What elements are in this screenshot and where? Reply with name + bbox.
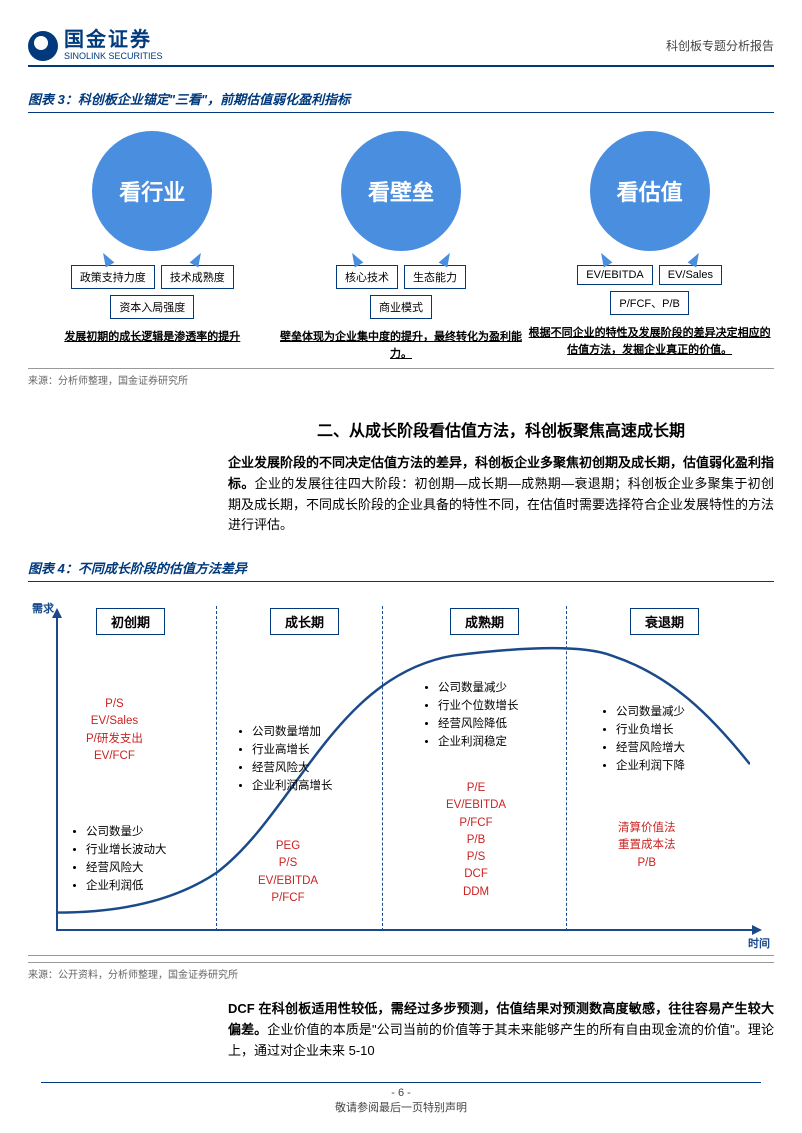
section2-rest: 企业的发展往往四大阶段：初创期—成长期—成熟期—衰退期；科创板企业多聚集于初创期… <box>228 476 774 533</box>
stage-header-3: 衰退期 <box>630 608 699 635</box>
chart4-title: 图表 4：不同成长阶段的估值方法差异 <box>28 558 774 582</box>
valuation-methods-0: P/SEV/SalesP/研发支出EV/FCF <box>86 696 143 765</box>
mini-box: 政策支持力度 <box>71 265 155 289</box>
list-item: 行业增长波动大 <box>86 842 167 860</box>
circle-group-2: 看估值 EV/EBITDA EV/Sales P/FCF、P/B 根据不同企业的特性及发… <box>527 131 773 362</box>
list-item: 行业高增长 <box>252 742 333 760</box>
circle-footnote: 发展初期的成长逻辑是渗透率的提升 <box>64 329 240 346</box>
box-row-1: 核心技术生态能力 <box>336 265 466 289</box>
stage-header-1: 成长期 <box>270 608 339 635</box>
divider-line <box>382 606 383 931</box>
logo-text-en: SINOLINK SECURITIES <box>64 52 163 61</box>
logo-text-cn: 国金证券 <box>64 30 163 50</box>
footer: - 6 - 敬请参阅最后一页特别声明 <box>0 1082 802 1115</box>
box-row-2: 商业模式 <box>370 295 432 319</box>
list-item: 经营风险大 <box>252 760 333 778</box>
list-item: 企业利润低 <box>86 878 167 896</box>
valuation-methods-2: P/EEV/EBITDAP/FCFP/BP/SDCFDDM <box>446 780 506 901</box>
mini-box: 商业模式 <box>370 295 432 319</box>
box-row-1: EV/EBITDA EV/Sales <box>577 265 722 285</box>
chart4: 需求 时间 初创期 P/SEV/SalesP/研发支出EV/FCF 公司数量少行业增… <box>28 596 774 956</box>
chart4-source: 来源：公开资料，分析师整理，国金证券研究所 <box>28 962 774 981</box>
x-axis <box>56 929 754 931</box>
mini-box: 技术成熟度 <box>161 265 234 289</box>
box-row-2: 资本入局强度 <box>110 295 194 319</box>
x-axis-label: 时间 <box>748 935 770 951</box>
logo-icon <box>28 31 58 61</box>
list-item: 公司数量少 <box>86 824 167 842</box>
list-item: 公司数量增加 <box>252 724 333 742</box>
box-row-2: P/FCF、P/B <box>610 291 689 315</box>
list-item: 行业负增长 <box>616 722 685 740</box>
circle-footnote: 壁垒体现为企业集中度的提升，最终转化为盈利能力。 <box>278 329 524 362</box>
stage-traits-3: 公司数量减少行业负增长经营风险增大企业利润下降 <box>602 704 685 775</box>
valuation-methods-3: 清算价值法重置成本法P/B <box>618 820 676 872</box>
mini-box: P/FCF、P/B <box>610 291 689 315</box>
divider-line <box>216 606 217 931</box>
list-item: 企业利润下降 <box>616 758 685 776</box>
para3-rest: 企业价值的本质是"公司当前的价值等于其未来能够产生的所有自由现金流的价值"。理论… <box>228 1022 774 1058</box>
mini-box: 生态能力 <box>404 265 466 289</box>
big-circle: 看行业 <box>92 131 212 251</box>
chart3: 看行业政策支持力度技术成熟度资本入局强度发展初期的成长逻辑是渗透率的提升看壁垒核… <box>28 131 774 362</box>
stage-header-0: 初创期 <box>96 608 165 635</box>
circle-footnote: 根据不同企业的特性及发展阶段的差异决定相应的估值方法，发掘企业真正的价值。 <box>527 325 773 358</box>
page-header: 国金证券 SINOLINK SECURITIES 科创板专题分析报告 <box>28 30 774 67</box>
list-item: 经营风险增大 <box>616 740 685 758</box>
big-circle: 看估值 <box>590 131 710 251</box>
chart3-source: 来源：分析师整理，国金证券研究所 <box>28 368 774 387</box>
stage-traits-1: 公司数量增加行业高增长经营风险大企业利润高增长 <box>238 724 333 795</box>
chart3-title: 图表 3：科创板企业锚定"三看"，前期估值弱化盈利指标 <box>28 89 774 113</box>
stage-header-2: 成熟期 <box>450 608 519 635</box>
list-item: 经营风险降低 <box>438 716 519 734</box>
footer-notice: 敬请参阅最后一页特别声明 <box>0 1099 802 1115</box>
para3: DCF 在科创板适用性较低，需经过多步预测，估值结果对预测数高度敏感，往往容易产… <box>228 999 774 1061</box>
page-number: - 6 - <box>0 1087 802 1099</box>
circle-group-1: 看壁垒核心技术生态能力商业模式壁垒体现为企业集中度的提升，最终转化为盈利能力。 <box>278 131 524 362</box>
big-circle: 看壁垒 <box>341 131 461 251</box>
stage-traits-2: 公司数量减少行业个位数增长经营风险降低企业利润稳定 <box>424 680 519 751</box>
y-axis-label: 需求 <box>32 600 54 616</box>
valuation-methods-1: PEGP/SEV/EBITDAP/FCF <box>258 838 318 907</box>
logo: 国金证券 SINOLINK SECURITIES <box>28 30 163 61</box>
circle-group-0: 看行业政策支持力度技术成熟度资本入局强度发展初期的成长逻辑是渗透率的提升 <box>29 131 275 362</box>
arrows <box>112 247 192 261</box>
box-row-1: 政策支持力度技术成熟度 <box>71 265 234 289</box>
arrows <box>610 247 690 261</box>
list-item: 企业利润稳定 <box>438 734 519 752</box>
mini-box: 资本入局强度 <box>110 295 194 319</box>
list-item: 经营风险大 <box>86 860 167 878</box>
mini-box: EV/EBITDA <box>577 265 652 285</box>
stage-traits-0: 公司数量少行业增长波动大经营风险大企业利润低 <box>72 824 167 895</box>
list-item: 公司数量减少 <box>616 704 685 722</box>
list-item: 行业个位数增长 <box>438 698 519 716</box>
divider-line <box>566 606 567 931</box>
arrows <box>361 247 441 261</box>
report-type: 科创板专题分析报告 <box>666 37 774 54</box>
list-item: 企业利润高增长 <box>252 778 333 796</box>
mini-box: EV/Sales <box>659 265 722 285</box>
section2-body: 企业发展阶段的不同决定估值方法的差异，科创板企业多聚焦初创期及成长期，估值弱化盈… <box>228 453 774 536</box>
mini-box: 核心技术 <box>336 265 398 289</box>
list-item: 公司数量减少 <box>438 680 519 698</box>
section2-title: 二、从成长阶段看估值方法，科创板聚焦高速成长期 <box>228 417 774 441</box>
